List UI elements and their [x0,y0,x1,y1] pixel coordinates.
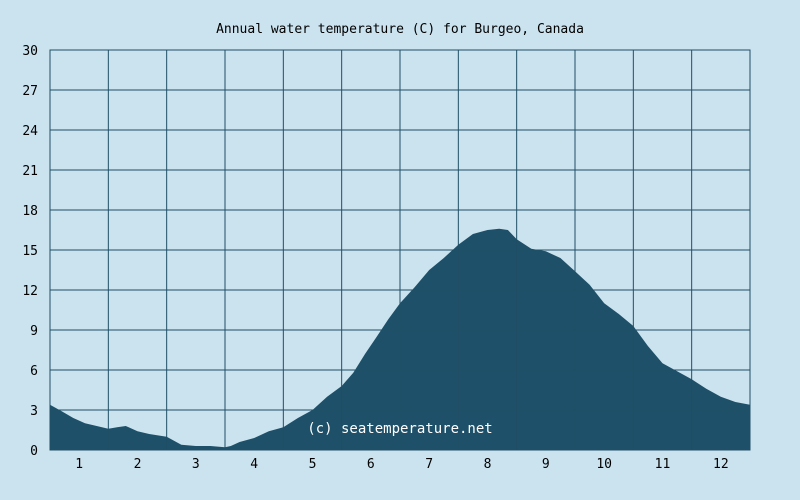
x-tick-label: 10 [596,457,612,472]
y-tick-label: 24 [22,124,38,139]
y-tick-label: 0 [30,444,38,459]
x-tick-label: 2 [134,457,142,472]
x-tick-label: 8 [484,457,492,472]
y-tick-label: 6 [30,364,38,379]
y-tick-label: 18 [22,204,38,219]
y-tick-label: 27 [22,84,38,99]
y-tick-label: 12 [22,284,38,299]
x-tick-label: 7 [425,457,433,472]
x-tick-label: 9 [542,457,550,472]
x-tick-label: 11 [655,457,671,472]
watermark: (c) seatemperature.net [307,421,492,437]
x-tick-label: 3 [192,457,200,472]
y-tick-label: 3 [30,404,38,419]
y-tick-label: 15 [22,244,38,259]
x-tick-label: 6 [367,457,375,472]
chart-title: Annual water temperature (C) for Burgeo,… [216,22,584,37]
plot-frame [49,49,751,451]
x-tick-label: 1 [75,457,83,472]
x-tick-label: 5 [309,457,317,472]
x-tick-label: 12 [713,457,729,472]
y-tick-label: 30 [22,44,38,59]
x-tick-label: 4 [250,457,258,472]
y-tick-label: 9 [30,324,38,339]
y-tick-label: 21 [22,164,38,179]
